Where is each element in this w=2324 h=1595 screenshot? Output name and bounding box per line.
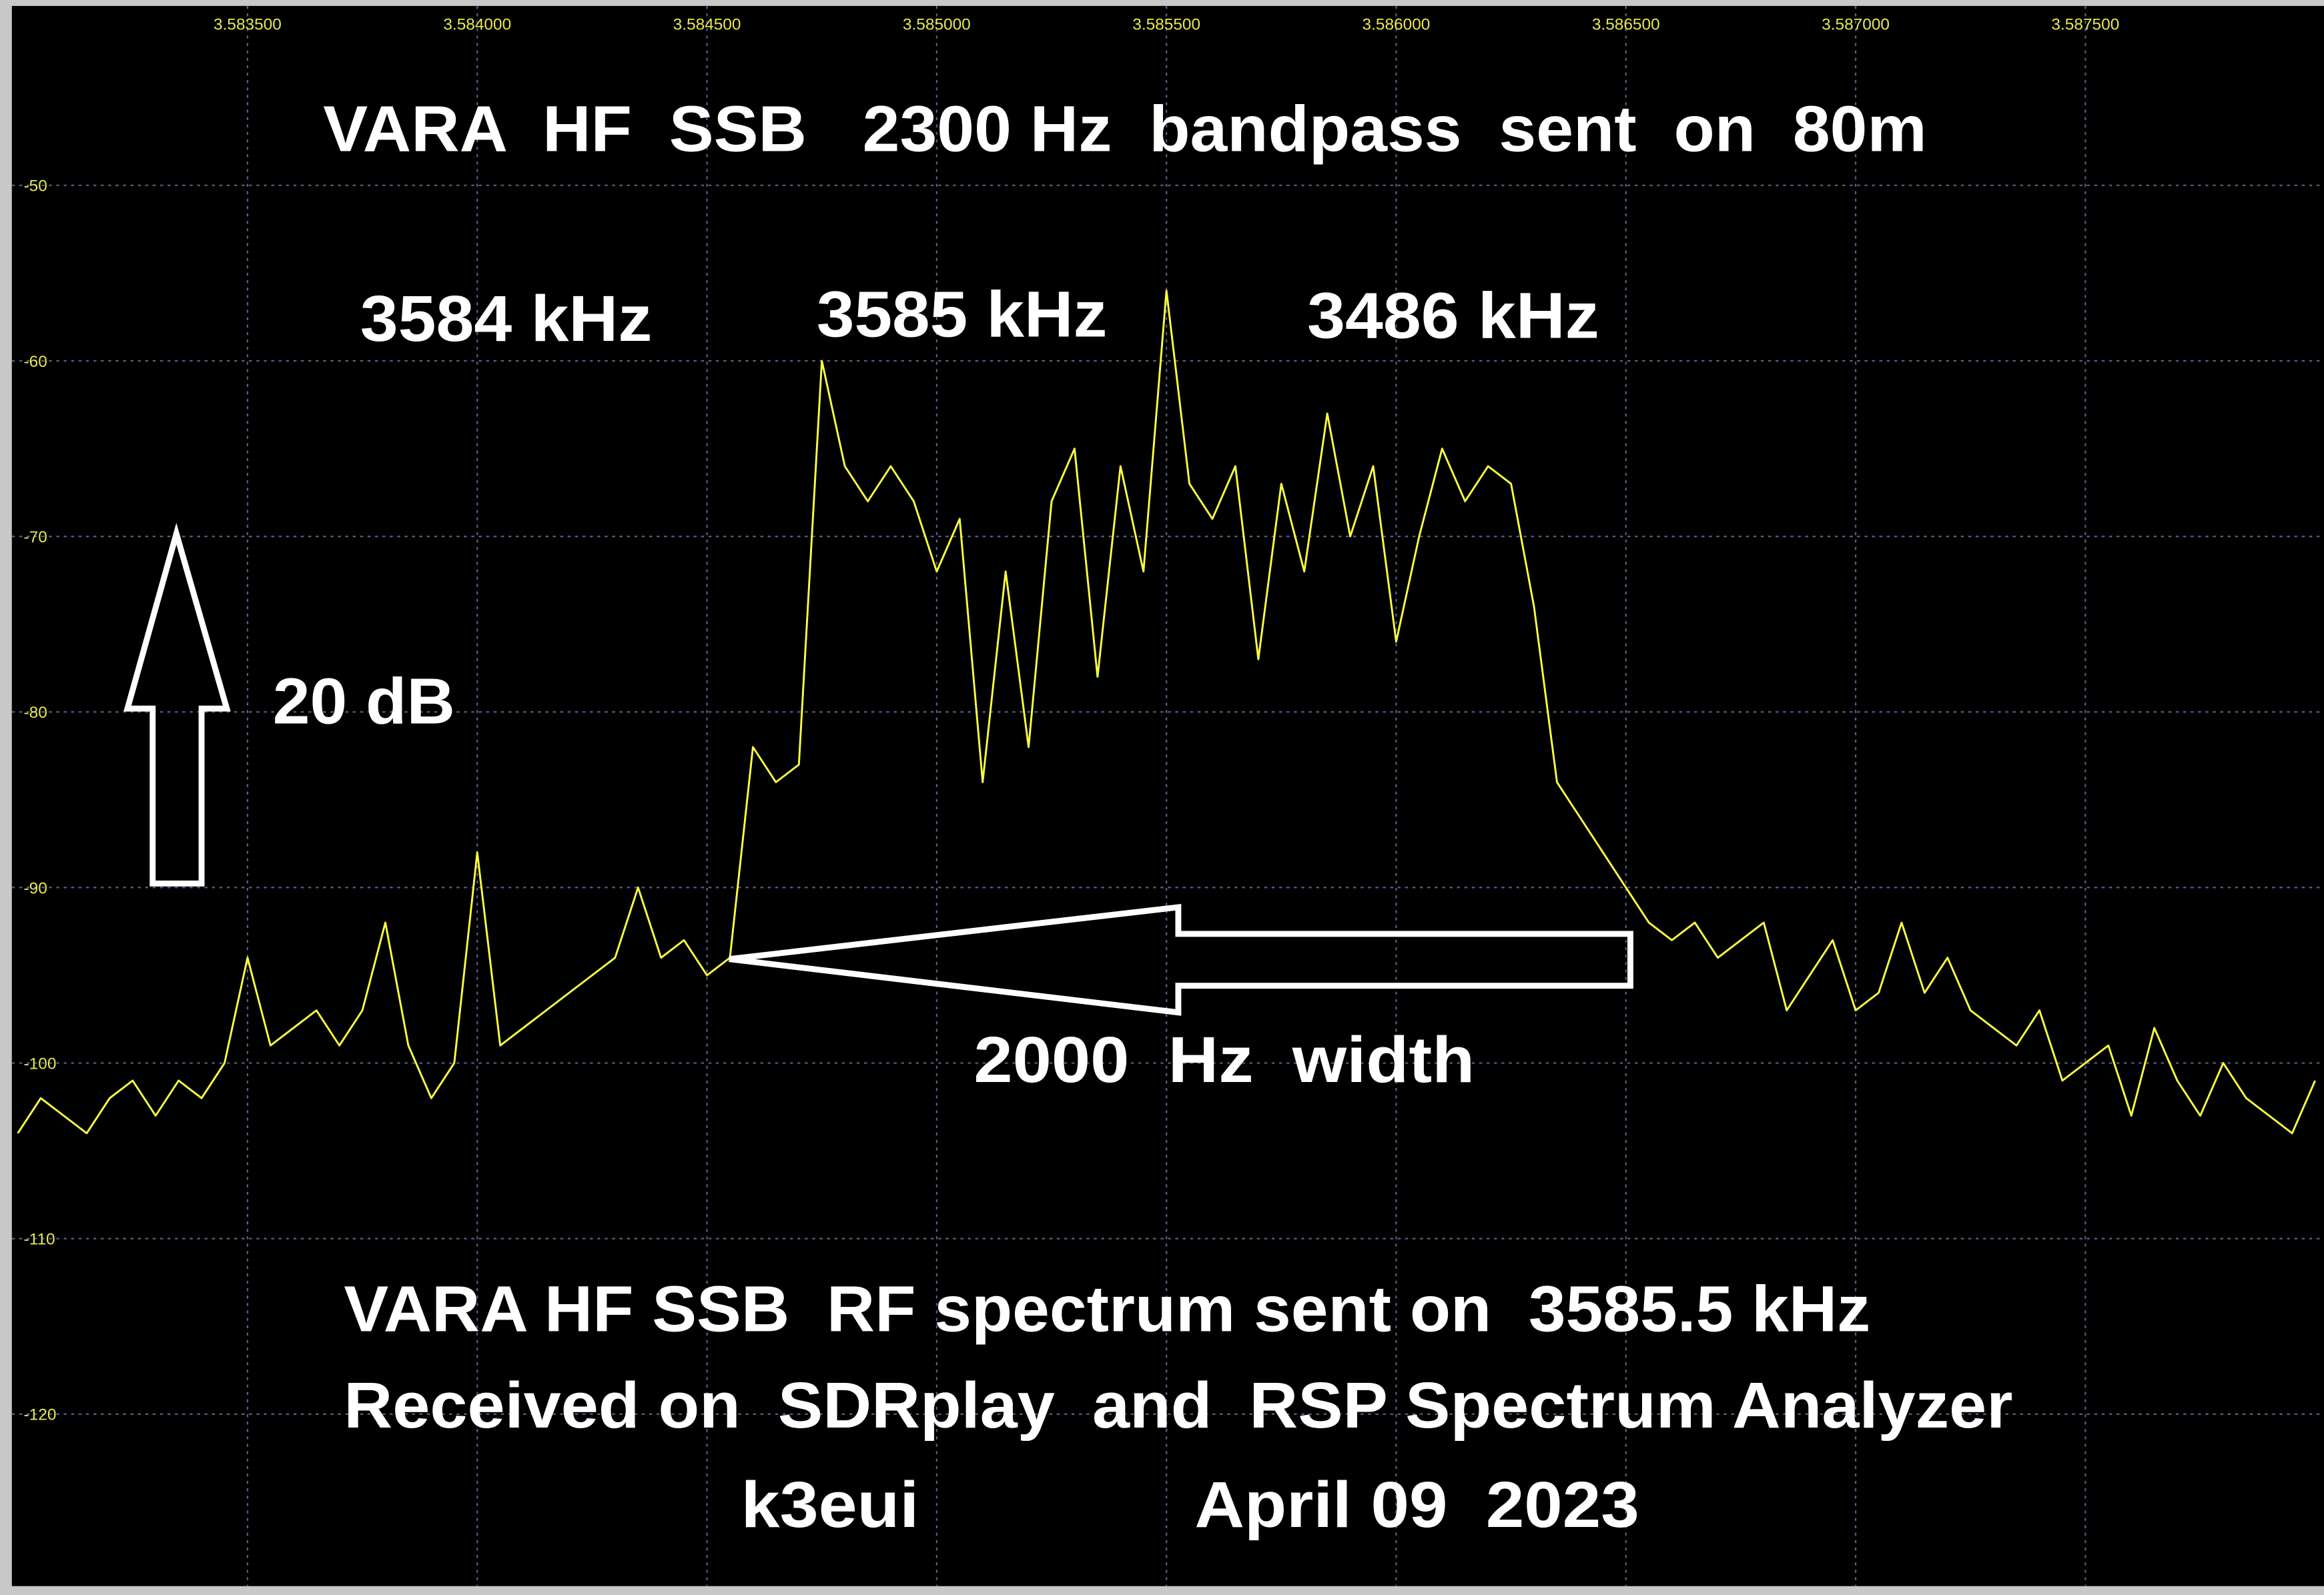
annotation-arrows xyxy=(123,522,1633,1016)
annotation: 2000 Hz width xyxy=(974,1023,1475,1096)
y-tick-label: -110 xyxy=(24,1231,55,1249)
annotation: Received on SDRplay and RSP Spectrum Ana… xyxy=(344,1369,2012,1442)
chart-title: VARA HF SSB 2300 Hz bandpass sent on 80m xyxy=(323,93,1926,165)
x-tick-label: 3.586000 xyxy=(1363,15,1431,33)
x-tick-label: 3.583500 xyxy=(214,15,282,33)
x-tick-label: 3.584000 xyxy=(443,15,511,33)
annotation: April 09 2023 xyxy=(1194,1468,1639,1541)
x-tick-label: 3.585500 xyxy=(1132,15,1200,33)
x-tick-label: 3.587500 xyxy=(2051,15,2119,33)
annotation: 20 dB xyxy=(273,664,455,737)
trace-group xyxy=(17,290,2316,1135)
y-tick-label: -70 xyxy=(24,528,47,546)
x-tick-label: 3.585000 xyxy=(903,15,971,33)
grid: 3.583500 3.584000 3.584500 3.585000 3.585500… xyxy=(11,5,2324,1586)
y-tick-label: -80 xyxy=(24,704,47,722)
spectrum-trace xyxy=(17,290,2316,1135)
annotation: k3eui xyxy=(741,1468,919,1541)
x-tick-label: 3.586500 xyxy=(1592,15,1660,33)
up-arrow xyxy=(123,522,231,887)
x-tick-label: 3.587000 xyxy=(1822,15,1890,33)
annotation: 3584 kHz xyxy=(360,282,653,355)
y-tick-label: -120 xyxy=(24,1406,57,1424)
width-arrow xyxy=(729,903,1633,1016)
annotation: 3486 kHz xyxy=(1307,280,1599,352)
y-tick-label: -50 xyxy=(24,177,47,195)
y-tick-label: -60 xyxy=(24,353,47,371)
y-tick-label: -100 xyxy=(24,1055,57,1073)
annotation: VARA HF SSB RF spectrum sent on 3585.5 k… xyxy=(344,1272,1870,1345)
annotation: 3585 kHz xyxy=(817,278,1107,350)
plot-area xyxy=(11,5,2324,1586)
y-tick-label: -90 xyxy=(24,879,47,897)
x-tick-label: 3.584500 xyxy=(673,15,741,33)
